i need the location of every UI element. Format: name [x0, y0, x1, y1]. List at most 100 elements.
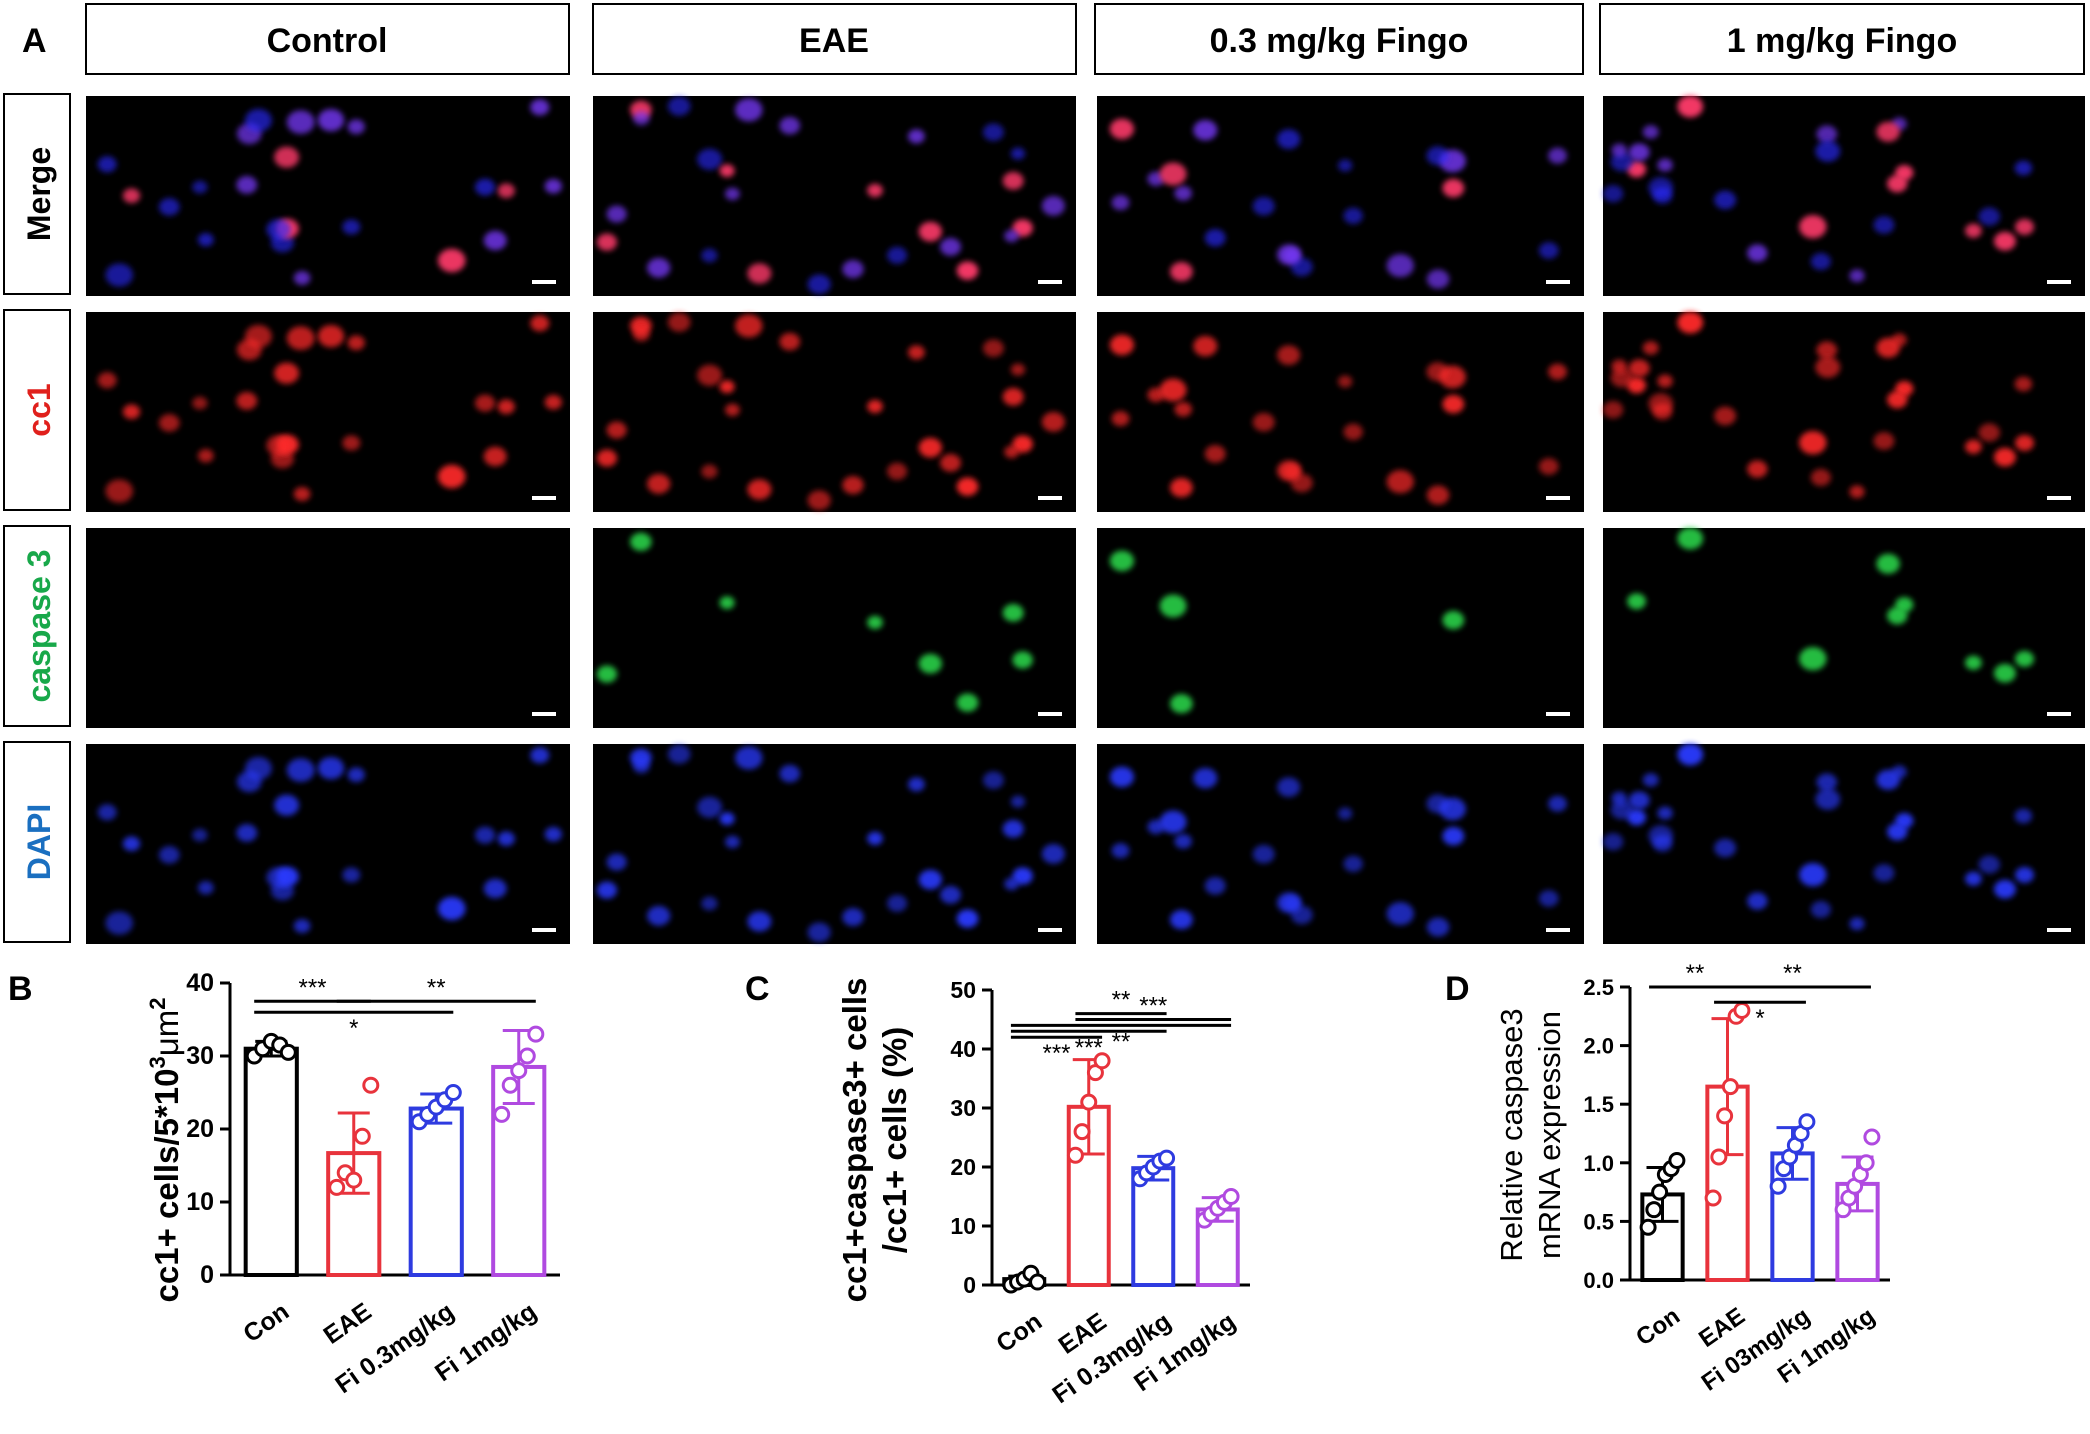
micrograph-cc1-eae: [593, 312, 1076, 512]
micrograph-caspase3-fingo-03: [1097, 528, 1584, 728]
y-tick-label: 0.0: [1583, 1268, 1614, 1293]
data-point: [1093, 1052, 1111, 1070]
scale-bar: [1038, 928, 1062, 932]
panel-label-d: D: [1445, 970, 1470, 1008]
data-point: [353, 1127, 371, 1145]
panel-label-b: B: [8, 970, 33, 1008]
data-point: [1798, 1113, 1816, 1131]
data-point: [510, 1062, 528, 1080]
micrograph-caspase3-control: [86, 528, 570, 728]
scale-bar: [532, 928, 556, 932]
row-label-cc1: cc1: [21, 383, 57, 436]
significance-label: ***: [1139, 993, 1167, 1020]
x-tick-label: Con: [991, 1307, 1047, 1358]
row-label-box-dapi: [3, 741, 71, 943]
data-point: [527, 1025, 545, 1043]
significance-label: **: [1686, 960, 1705, 987]
bar-3: [408, 1106, 464, 1278]
data-point: [1721, 1078, 1739, 1096]
micrograph-caspase3-fingo-1: [1603, 527, 2085, 728]
significance-label: ***: [1042, 1040, 1070, 1067]
scale-bar: [532, 496, 556, 500]
data-point: [1080, 1093, 1098, 1111]
data-point: [1222, 1188, 1240, 1205]
data-point: [1769, 1177, 1787, 1195]
y-tick-label: 0: [963, 1272, 976, 1298]
data-point: [1857, 1154, 1875, 1172]
data-point: [1158, 1149, 1176, 1167]
significance-label: ***: [298, 974, 326, 1001]
scale-bar: [2047, 928, 2071, 932]
data-point: [1733, 1001, 1751, 1019]
scale-bar: [1038, 280, 1062, 284]
y-tick-label: 30: [186, 1042, 214, 1070]
data-point: [328, 1178, 346, 1196]
panel-label-a: A: [22, 22, 47, 60]
data-point: [1066, 1146, 1084, 1164]
data-point: [518, 1047, 536, 1065]
data-point: [493, 1105, 511, 1123]
data-point: [1639, 1218, 1657, 1236]
chart-c-ylabel-line2: /cc1+ cells (%): [876, 1027, 913, 1254]
significance-label: **: [1112, 987, 1131, 1014]
y-tick-label: 10: [950, 1213, 976, 1239]
y-tick-label: 1.5: [1583, 1092, 1614, 1117]
data-point: [444, 1084, 462, 1101]
scale-bar: [532, 280, 556, 284]
row-label-box-caspase3: [3, 525, 71, 727]
significance-label: *: [1755, 1005, 1764, 1032]
row-label-caspase3: caspase 3: [21, 549, 57, 702]
micrograph-merge-fingo-03: [1097, 96, 1584, 296]
scale-bar: [2047, 496, 2071, 500]
significance-label: *: [349, 1015, 358, 1042]
data-point: [1863, 1128, 1881, 1146]
y-tick-label: 0: [200, 1261, 214, 1289]
micrograph-dapi-eae: [593, 744, 1076, 944]
data-point: [1668, 1151, 1686, 1169]
chart-b-ylabel: cc1+ cells/5*103μm2: [145, 998, 185, 1303]
scale-bar: [2047, 712, 2071, 716]
x-tick-label: Con: [1631, 1303, 1685, 1352]
x-tick-label: EAE: [318, 1297, 376, 1349]
column-header-fingo-03: 0.3 mg/kg Fingo: [1210, 22, 1469, 60]
scale-bar: [1546, 496, 1570, 500]
data-point: [279, 1043, 297, 1061]
y-tick-label: 1.0: [1583, 1151, 1614, 1176]
y-tick-label: 50: [950, 977, 976, 1003]
column-header-box-fingo-1: [1599, 3, 2085, 75]
significance-label: **: [1783, 960, 1802, 987]
micrograph-cc1-control: [86, 312, 570, 512]
y-tick-label: 20: [950, 1154, 976, 1180]
row-label-box-cc1: [3, 309, 71, 511]
y-tick-label: 40: [950, 1036, 976, 1062]
data-point: [1029, 1273, 1047, 1291]
scale-bar: [532, 712, 556, 716]
micrograph-merge-eae: [593, 96, 1076, 296]
chart-c-ylabel-line1: cc1+caspase3+ cells: [836, 978, 873, 1303]
row-labels: Merge cc1 caspase 3 DAPI: [3, 93, 71, 943]
micrograph-cc1-fingo-03: [1097, 312, 1584, 512]
micrograph-dapi-fingo-03: [1097, 744, 1584, 944]
significance-label: **: [427, 974, 446, 1001]
column-headers: Control EAE 0.3 mg/kg Fingo 1 mg/kg Fing…: [85, 3, 2085, 75]
significance-label: **: [1112, 1028, 1131, 1055]
y-tick-label: 10: [186, 1188, 214, 1216]
data-point: [1651, 1183, 1669, 1201]
y-tick-label: 2.5: [1583, 975, 1614, 1000]
row-label-box-merge: [3, 93, 71, 295]
y-tick-label: 0.5: [1583, 1209, 1614, 1234]
chart-d-ylabel-line2: mRNA expression: [1532, 1011, 1567, 1259]
micrograph-cc1-fingo-1: [1602, 311, 2085, 512]
data-point: [501, 1076, 519, 1094]
bar-1: [243, 1046, 299, 1277]
scale-bar: [1546, 712, 1570, 716]
micrograph-caspase3-eae: [593, 528, 1076, 728]
column-header-box-fingo-03: [1094, 3, 1584, 75]
x-tick-label: Con: [238, 1297, 294, 1348]
data-point: [1704, 1189, 1722, 1207]
panel-label-c: C: [745, 970, 770, 1008]
micrograph-dapi-fingo-1: [1602, 743, 2085, 944]
